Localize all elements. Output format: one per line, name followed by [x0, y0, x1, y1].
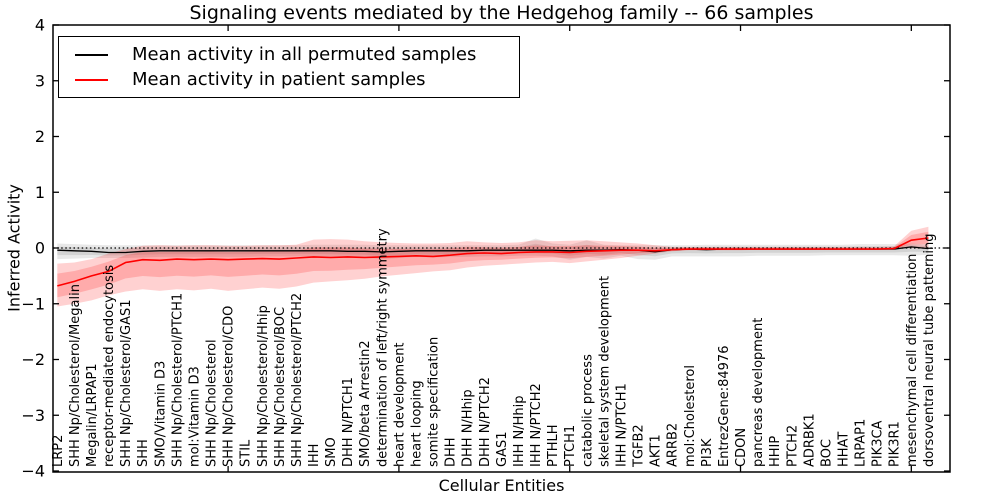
x-tick-label: dorsoventral neural tube patterning	[922, 234, 937, 467]
x-tick-label: HHIP	[768, 436, 783, 467]
x-tick-label: SHH Np/Cholesterol/Megalin	[68, 284, 83, 467]
x-tick-label: catabolic process	[580, 354, 595, 467]
x-tick-label: SMO/beta Arrestin2	[358, 340, 373, 467]
x-tick-label: LRPAP1	[854, 419, 869, 467]
legend-entry-patient: Mean activity in patient samples	[75, 69, 511, 90]
x-tick-label: ARRB2	[666, 423, 681, 467]
x-tick-label: DHH N/Hhip	[461, 389, 476, 467]
confidence-band-inner	[57, 231, 929, 298]
x-tick-label: ADRBK1	[802, 413, 817, 467]
x-tick-label: DHH N/PTCH2	[478, 377, 493, 467]
x-tick-label: skeletal system development	[597, 276, 612, 467]
legend-label-permuted: Mean activity in all permuted samples	[132, 44, 477, 65]
x-tick-label: LRP2	[51, 435, 66, 467]
y-tick-label: 2	[35, 127, 45, 146]
x-tick-label: SHH Np/Cholesterol/CDO	[222, 306, 237, 467]
legend-line-sample-patient	[75, 78, 108, 81]
x-tick-label: SHH Np/Cholesterol/PTCH1	[170, 293, 185, 467]
x-tick-label: DHH	[444, 437, 459, 467]
x-tick-label: determination of left/right symmetry	[375, 228, 390, 467]
x-tick-label: SHH Np/Cholesterol/PTCH2	[290, 293, 305, 467]
x-tick-label: PIK3CA	[871, 420, 886, 467]
x-tick-label: Megalin/LRPAP1	[85, 363, 100, 467]
x-tick-label: PI3K	[700, 438, 715, 467]
x-axis-label: Cellular Entities	[438, 476, 565, 495]
x-tick-label: PIK3R1	[888, 421, 903, 467]
x-tick-label: mol:Cholesterol	[683, 365, 698, 467]
x-tick-label: SHH Np/Cholesterol	[205, 339, 220, 467]
x-tick-label: DHH N/PTCH1	[341, 377, 356, 467]
x-tick-label: pancreas development	[751, 318, 766, 467]
x-tick-label: EntrezGene:84976	[717, 346, 732, 467]
x-tick-label: heart development	[392, 342, 407, 467]
x-tick-label: mesenchymal cell differentiation	[905, 254, 920, 467]
y-tick-label: −2	[21, 350, 45, 369]
y-tick-label: 3	[35, 71, 45, 90]
x-tick-label: receptor-mediated endocytosis	[102, 265, 117, 467]
y-axis-label: Inferred Activity	[4, 184, 24, 312]
y-tick-label: −1	[21, 294, 45, 313]
x-tick-label: SMO	[324, 437, 339, 467]
legend: Mean activity in all permuted samples Me…	[58, 36, 520, 98]
x-tick-label: somite specification	[427, 337, 442, 467]
x-tick-label: PTCH1	[563, 425, 578, 467]
x-tick-label: AKT1	[649, 434, 664, 467]
legend-line-sample-permuted	[75, 53, 108, 56]
confidence-band	[57, 226, 929, 307]
y-tick-label: 1	[35, 183, 45, 202]
x-tick-label: SHH Np/Cholesterol/GAS1	[119, 299, 134, 467]
confidence-band	[57, 238, 929, 260]
x-tick-label: IHH N/PTCH2	[529, 383, 544, 467]
x-tick-label: SHH	[136, 439, 151, 467]
x-tick-label: IHH	[307, 444, 322, 467]
chart-title: Signaling events mediated by the Hedgeho…	[189, 2, 814, 24]
legend-label-patient: Mean activity in patient samples	[132, 69, 426, 90]
legend-entry-permuted: Mean activity in all permuted samples	[75, 44, 511, 65]
x-tick-label: heart looping	[410, 380, 425, 467]
x-tick-label: SMO/Vitamin D3	[153, 361, 168, 467]
x-tick-label: GAS1	[495, 432, 510, 468]
x-tick-label: TGFB2	[632, 424, 647, 468]
series-line	[57, 237, 929, 287]
x-tick-label: PTHLH	[546, 424, 561, 467]
y-tick-label: 0	[35, 239, 45, 258]
y-tick-label: 4	[35, 16, 45, 35]
x-tick-label: IHH N/Hhip	[512, 396, 527, 468]
x-tick-label: BOC	[819, 439, 834, 467]
y-tick-label: −3	[21, 406, 45, 425]
x-tick-label: IHH N/PTCH1	[615, 383, 630, 467]
x-tick-label: HHAT	[837, 432, 852, 467]
x-tick-label: STIL	[239, 439, 254, 467]
x-tick-label: mol:Vitamin D3	[187, 366, 202, 467]
x-tick-label: SHH Np/Cholesterol/Hhip	[256, 305, 271, 467]
x-tick-label: PTCH2	[785, 425, 800, 467]
x-tick-label: SHH Np/Cholesterol/BOC	[273, 307, 288, 467]
y-tick-label: −4	[21, 462, 45, 481]
x-tick-label: CDON	[734, 428, 749, 467]
